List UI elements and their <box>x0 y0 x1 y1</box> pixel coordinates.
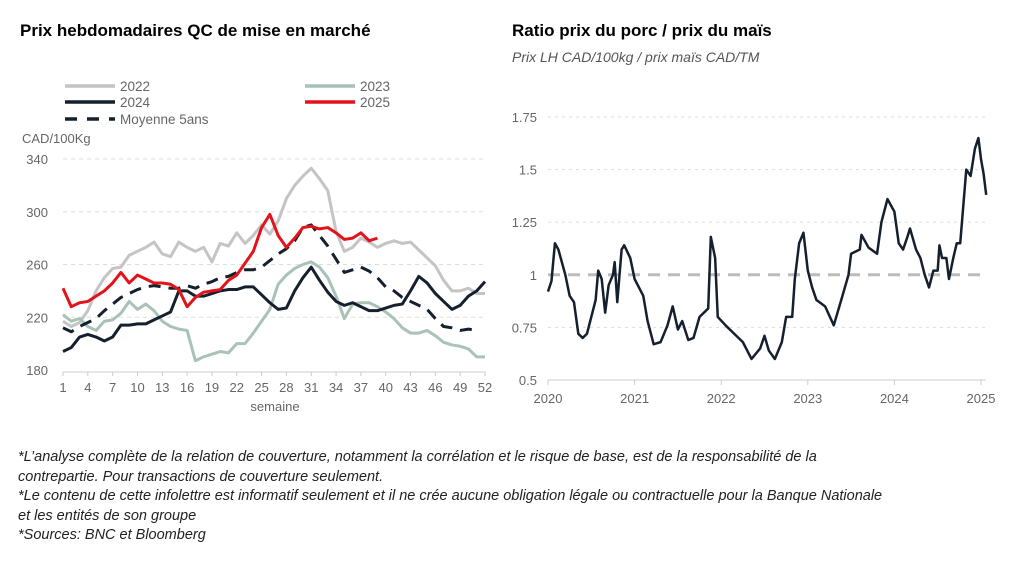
x-tick-label: 2024 <box>880 391 909 406</box>
x-tick-label: 37 <box>354 380 368 395</box>
legend-label: 2025 <box>360 95 390 110</box>
x-tick-label: 13 <box>155 380 169 395</box>
x-tick-label: 2020 <box>534 391 563 406</box>
x-tick-label: 31 <box>304 380 318 395</box>
x-tick-label: 2021 <box>620 391 649 406</box>
x-tick-label: 25 <box>254 380 268 395</box>
ratio-line <box>546 136 988 361</box>
x-tick-label: 2025 <box>967 391 996 406</box>
x-tick-label: 2023 <box>793 391 822 406</box>
legend-label: Moyenne 5ans <box>120 112 209 127</box>
series-line-2025 <box>61 212 378 309</box>
footnote-1: *L’analyse complète de la relation de co… <box>18 449 817 485</box>
x-tick-label: 52 <box>478 380 492 395</box>
x-tick-label: 10 <box>130 380 144 395</box>
y-axis-title: CAD/100Kg <box>22 131 91 146</box>
x-tick-label: 2022 <box>707 391 736 406</box>
y-tick-label: 1.25 <box>512 215 537 230</box>
x-tick-label: 22 <box>230 380 244 395</box>
x-tick-label: 16 <box>180 380 194 395</box>
left-chart-title: Prix hebdomadaires QC de mise en marché <box>20 21 371 40</box>
y-tick-label: 340 <box>26 152 48 167</box>
x-tick-label: 43 <box>403 380 417 395</box>
x-tick-label: 19 <box>205 380 219 395</box>
x-axis-title: semaine <box>250 399 299 414</box>
y-tick-label: 220 <box>26 310 48 325</box>
footnote-3: *Sources: BNC et Bloomberg <box>18 527 206 543</box>
y-tick-label: 1 <box>530 268 537 283</box>
x-tick-label: 46 <box>428 380 442 395</box>
x-tick-label: 28 <box>279 380 293 395</box>
y-tick-label: 0.5 <box>519 373 537 388</box>
series-line-2023 <box>62 260 485 363</box>
x-tick-label: 34 <box>329 380 343 395</box>
y-tick-label: 1.5 <box>519 163 537 178</box>
y-tick-label: 1.75 <box>512 110 537 125</box>
y-tick-label: 260 <box>26 258 48 273</box>
x-tick-label: 4 <box>84 380 91 395</box>
x-tick-label: 40 <box>378 380 392 395</box>
x-tick-label: 7 <box>109 380 116 395</box>
series-line-2024 <box>62 265 487 353</box>
y-tick-label: 0.75 <box>512 320 537 335</box>
right-chart-subtitle: Prix LH CAD/100kg / prix maïs CAD/TM <box>512 49 760 65</box>
legend-label: 2022 <box>120 79 150 94</box>
y-tick-label: 300 <box>26 205 48 220</box>
series-line-2022 <box>62 166 485 328</box>
series-line-moyenne-5ans <box>62 223 477 334</box>
charts-canvas: 180 220 260 300 340 1 4 7 10 13 16 19 22 25 28 31 34 37 40… <box>22 79 996 414</box>
legend-label: 2023 <box>360 79 390 94</box>
x-tick-label: 1 <box>59 380 66 395</box>
footnote-2: *Le contenu de cette infolettre est info… <box>18 488 883 524</box>
right-chart-title: Ratio prix du porc / prix du maïs <box>512 21 772 40</box>
footnotes: *L’analyse complète de la relation de co… <box>18 448 898 546</box>
legend-label: 2024 <box>120 95 151 110</box>
y-tick-label: 180 <box>26 363 48 378</box>
x-tick-label: 49 <box>453 380 467 395</box>
